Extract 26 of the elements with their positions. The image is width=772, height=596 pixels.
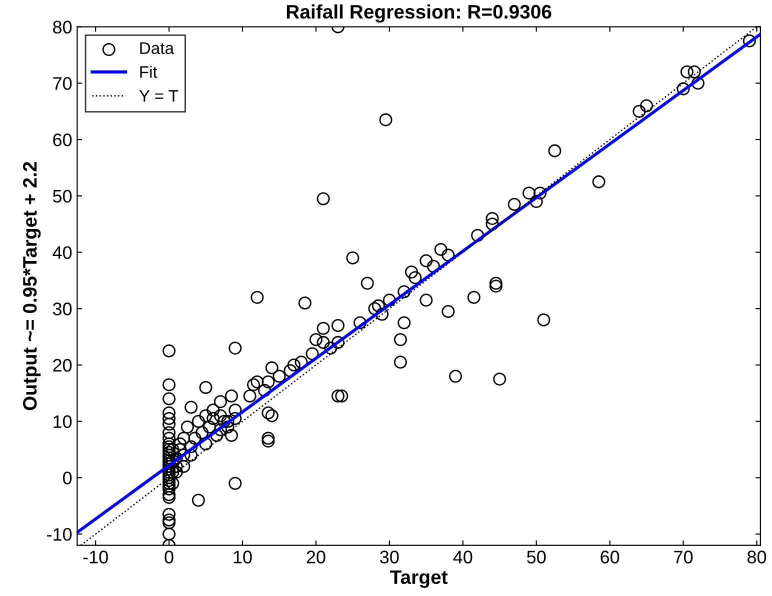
y-tick-label: 30 xyxy=(52,302,72,316)
x-tick-label: 70 xyxy=(674,550,693,564)
y-tick-label: 0 xyxy=(63,472,72,484)
x-axis-title: Target xyxy=(390,570,448,588)
x-tick-label: -10 xyxy=(83,550,108,564)
y-axis-title: Output ~= 0.95*Target + 2.2 xyxy=(22,162,41,410)
x-tick-label: 20 xyxy=(306,550,326,564)
x-tick-label: 0 xyxy=(164,550,174,564)
chart-title: Raifall Regression: R=0.9306 xyxy=(286,4,552,23)
x-tick-label: 80 xyxy=(747,550,766,564)
y-tick-label: -10 xyxy=(47,528,72,541)
legend-label: Data xyxy=(140,42,174,54)
x-tick-label: 30 xyxy=(380,550,399,564)
x-tick-label: 40 xyxy=(453,550,472,564)
y-tick-label: 70 xyxy=(53,77,72,90)
x-tick-label: 10 xyxy=(234,550,252,564)
y-tick-label: 80 xyxy=(53,20,72,34)
y-tick-label: 20 xyxy=(53,358,72,372)
x-tick-label: 50 xyxy=(527,550,546,564)
y-tick-label: 50 xyxy=(52,190,72,203)
y-tick-label: 10 xyxy=(54,415,72,428)
legend-label: Fit xyxy=(140,66,158,78)
y-tick-label: 60 xyxy=(53,133,72,146)
x-tick-label: 60 xyxy=(600,550,620,564)
y-tick-label: 40 xyxy=(52,246,72,259)
legend-label: Y = T xyxy=(139,90,178,102)
